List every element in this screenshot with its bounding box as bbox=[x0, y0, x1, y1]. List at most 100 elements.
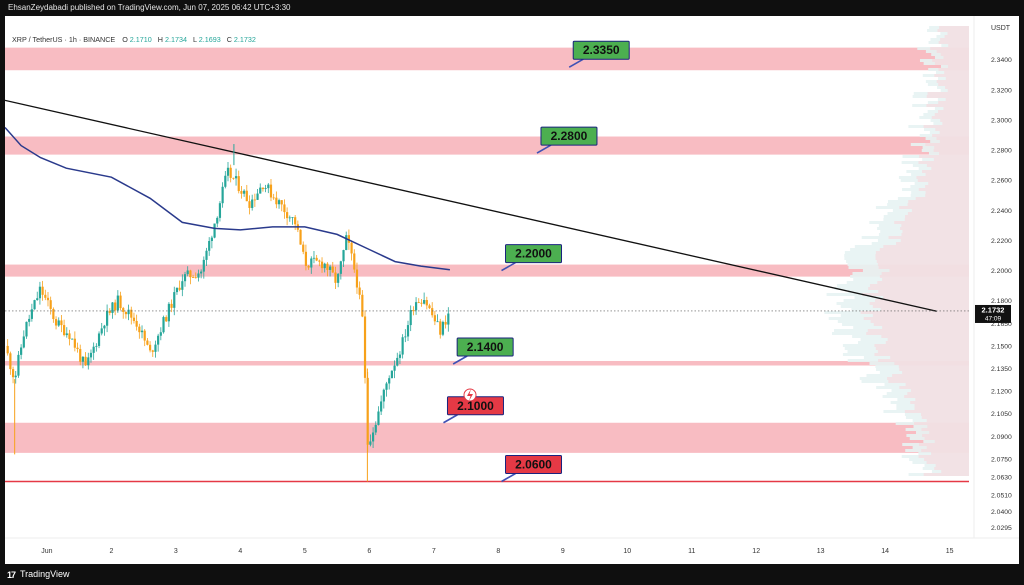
profile-bar bbox=[930, 47, 969, 50]
candle-body bbox=[76, 347, 79, 350]
time-tick-label: 14 bbox=[881, 548, 889, 555]
profile-bar bbox=[944, 35, 969, 38]
moving-average-line bbox=[4, 127, 450, 271]
level-pointer bbox=[443, 414, 458, 424]
profile-bar bbox=[936, 137, 969, 140]
candle-body bbox=[132, 317, 136, 321]
profile-bar bbox=[878, 359, 969, 362]
price-tick-label: 2.0630 bbox=[991, 474, 1012, 481]
candle-body bbox=[181, 281, 184, 290]
candle-body bbox=[315, 257, 318, 261]
candle-body bbox=[371, 432, 375, 442]
price-tick-label: 2.0900 bbox=[991, 434, 1012, 441]
profile-bar bbox=[904, 410, 969, 413]
candle-body bbox=[122, 308, 125, 312]
profile-bar bbox=[872, 314, 969, 317]
profile-bar bbox=[900, 239, 969, 242]
profile-bar bbox=[868, 287, 969, 290]
profile-bar bbox=[910, 401, 969, 404]
candle-body bbox=[396, 357, 399, 366]
profile-bar bbox=[916, 176, 969, 179]
candle-body bbox=[73, 338, 76, 348]
profile-bar bbox=[947, 89, 969, 92]
drawn-lines bbox=[4, 99, 937, 312]
candle-body bbox=[398, 354, 402, 358]
candle-body bbox=[229, 167, 232, 178]
moving-average bbox=[4, 127, 969, 312]
candle-body bbox=[108, 310, 111, 313]
profile-bar bbox=[936, 50, 969, 53]
candle-body bbox=[140, 330, 144, 333]
price-chart[interactable]: 2.3350 2.2800 2.2000 2.1400 2.1000 2.0600 USD… bbox=[4, 16, 1019, 564]
candle-body bbox=[232, 177, 235, 179]
candle-body bbox=[377, 411, 380, 425]
candle-body bbox=[148, 344, 152, 351]
profile-bar bbox=[907, 212, 969, 215]
candle-body bbox=[138, 326, 141, 333]
candle-body bbox=[146, 340, 149, 345]
candle-body bbox=[71, 338, 74, 340]
candle-body bbox=[283, 204, 286, 213]
candle-body bbox=[20, 347, 23, 355]
candle-body bbox=[111, 302, 114, 313]
candle-body bbox=[345, 235, 348, 251]
candle-body bbox=[312, 257, 316, 259]
level-pointer bbox=[501, 472, 516, 483]
profile-bar bbox=[934, 440, 969, 443]
level-label-0: 2.3350 bbox=[568, 40, 630, 68]
level-text: 2.1000 bbox=[457, 399, 494, 413]
candle-body bbox=[167, 303, 170, 322]
candle-body bbox=[100, 328, 103, 334]
profile-bar bbox=[874, 299, 969, 302]
chart-panel[interactable]: 2.3350 2.2800 2.2000 2.1400 2.1000 2.0600 USD… bbox=[4, 16, 1019, 564]
level-box bbox=[456, 337, 514, 357]
candle-body bbox=[36, 298, 39, 301]
profile-bar bbox=[899, 368, 969, 371]
candle-body bbox=[275, 197, 278, 205]
profile-bar bbox=[945, 77, 969, 80]
profile-bar bbox=[894, 362, 969, 365]
candle-body bbox=[14, 375, 17, 378]
settings-button[interactable] bbox=[983, 18, 1003, 24]
candle-body bbox=[423, 300, 426, 304]
candle-body bbox=[213, 223, 216, 238]
symbol-legend: XRP / TetherUS · 1h · BINANCE O 2.1710 H… bbox=[12, 35, 256, 44]
candle-body bbox=[347, 235, 351, 243]
candle-body bbox=[267, 184, 270, 189]
profile-bar bbox=[945, 86, 969, 89]
profile-bar bbox=[947, 65, 969, 68]
candle-body bbox=[226, 167, 230, 176]
profile-bar bbox=[940, 53, 969, 56]
profile-bar bbox=[926, 164, 969, 167]
profile-bar bbox=[901, 233, 969, 236]
profile-bar bbox=[931, 452, 969, 455]
candle-body bbox=[240, 191, 243, 194]
profile-bar bbox=[932, 134, 969, 137]
time-tick-label: 9 bbox=[561, 548, 565, 555]
profile-bar bbox=[945, 98, 969, 101]
time-tick-label: 3 bbox=[174, 548, 178, 555]
candle-body bbox=[259, 187, 262, 194]
profile-bar bbox=[880, 308, 969, 311]
candle-body bbox=[186, 270, 189, 275]
candle-body bbox=[92, 346, 95, 353]
profile-bar bbox=[934, 146, 969, 149]
profile-bar bbox=[938, 101, 969, 104]
profile-bar bbox=[863, 317, 969, 320]
price-tick-label: 2.0510 bbox=[991, 493, 1012, 500]
level-box bbox=[505, 244, 563, 264]
candle-body bbox=[302, 244, 305, 252]
profile-bar bbox=[915, 398, 969, 401]
profile-bar bbox=[907, 392, 969, 395]
level-text: 2.2800 bbox=[551, 129, 588, 143]
lightning-icon[interactable] bbox=[463, 388, 477, 402]
profile-bar bbox=[875, 257, 969, 260]
candle-body bbox=[79, 349, 82, 362]
profile-bar bbox=[925, 191, 969, 194]
profile-bar bbox=[938, 152, 969, 155]
zone-3 bbox=[5, 360, 969, 366]
profile-bar bbox=[874, 353, 969, 356]
level-pointer bbox=[568, 58, 584, 68]
candle-body bbox=[162, 317, 165, 333]
